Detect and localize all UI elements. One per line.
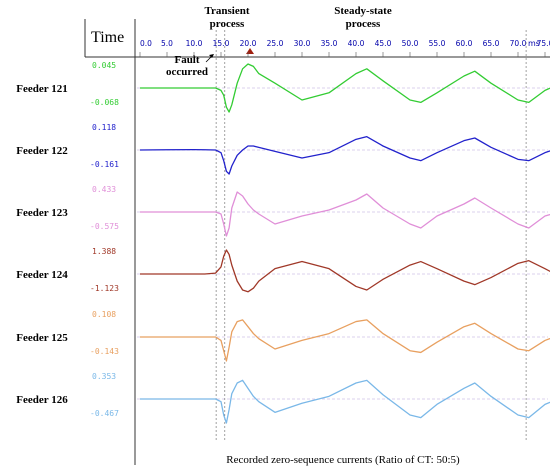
series-max-label: 0.118 — [92, 123, 116, 132]
time-tick-label: 15.0 — [213, 39, 230, 48]
series-min-label: -0.143 — [90, 347, 119, 356]
event-markers — [215, 30, 527, 440]
series-max-label: 0.108 — [92, 310, 116, 319]
series-min-label: -0.575 — [90, 222, 119, 231]
feeder-label: Feeder 124 — [16, 269, 68, 281]
steady-label-line2: process — [346, 18, 381, 30]
series-line — [140, 319, 550, 362]
feeder-label: Feeder 123 — [16, 207, 68, 219]
time-tick-label: 40.0 — [348, 39, 365, 48]
feeder-label: Feeder 125 — [16, 332, 68, 344]
time-unit-label: ms — [528, 39, 540, 48]
series-max-label: 0.045 — [92, 61, 116, 70]
time-tick-label: 45.0 — [375, 39, 392, 48]
series-line — [140, 379, 550, 424]
time-tick-label: 5.0 — [161, 39, 173, 48]
series-group — [139, 63, 550, 424]
series-labels: Feeder 121 0.045 -0.068 Feeder 122 0.118 -0.1… — [16, 61, 119, 418]
feeder-label: Feeder 126 — [16, 394, 68, 406]
transient-label-line1: Transient — [204, 5, 249, 17]
fault-label-line1: Fault — [174, 54, 199, 66]
series-max-label: 1.388 — [92, 247, 116, 256]
time-tick-label: 60.0 — [456, 39, 473, 48]
fault-triangle-marker — [246, 48, 254, 54]
chart-caption: Recorded zero-sequence currents (Ratio o… — [226, 454, 460, 466]
time-tick-label: 30.0 — [294, 39, 311, 48]
steady-label-line1: Steady-state — [334, 5, 392, 17]
series-min-label: -1.123 — [90, 284, 119, 293]
series-line — [140, 191, 550, 237]
time-tick-label: 0.0 — [140, 39, 152, 48]
time-tick-label: 75.0 — [537, 39, 550, 48]
series-line — [140, 249, 550, 293]
time-label: Time — [91, 29, 124, 46]
time-axis-ticks: 0.0 5.0 10.0 15.0 20.0 25.0 30.0 35.0 40.0 45.0 50… — [139, 39, 550, 57]
series-line — [140, 63, 550, 113]
feeder-label: Feeder 121 — [16, 83, 67, 95]
time-tick-label: 65.0 — [483, 39, 500, 48]
fault-label-line2: occurred — [166, 66, 208, 78]
series-max-label: 0.433 — [92, 185, 116, 194]
time-tick-label: 50.0 — [402, 39, 419, 48]
time-tick-label: 20.0 — [240, 39, 257, 48]
series-max-label: 0.353 — [92, 372, 116, 381]
time-tick-label: 35.0 — [321, 39, 338, 48]
series-min-label: -0.161 — [90, 160, 119, 169]
feeder-label: Feeder 122 — [16, 145, 68, 157]
transient-label-line2: process — [210, 18, 245, 30]
time-tick-label: 70.0 — [510, 39, 527, 48]
series-min-label: -0.068 — [90, 98, 119, 107]
time-tick-label: 55.0 — [429, 39, 446, 48]
time-tick-label: 25.0 — [267, 39, 284, 48]
series-line — [139, 136, 550, 175]
series-min-label: -0.467 — [90, 409, 119, 418]
time-tick-label: 10.0 — [186, 39, 203, 48]
grid-lines — [137, 87, 548, 400]
fault-arrow-head — [209, 54, 214, 58]
